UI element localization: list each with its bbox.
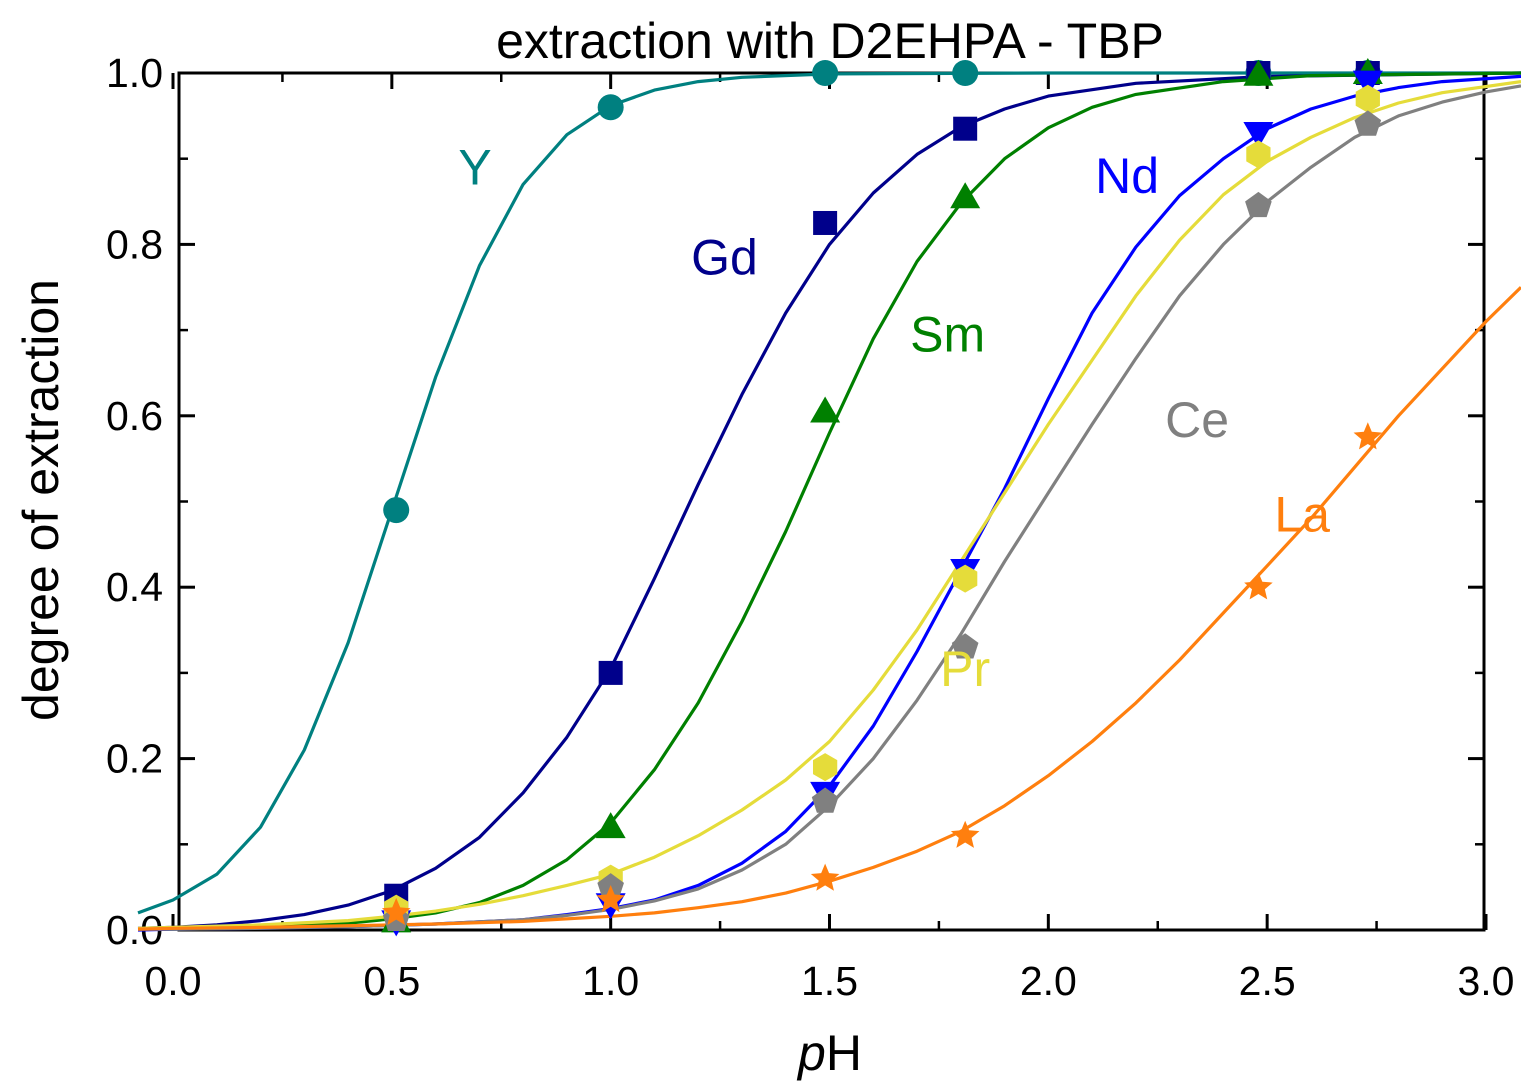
series-label-y: Y [458, 139, 491, 195]
y-tick-label: 0.6 [106, 393, 163, 439]
data-point-ce [1354, 110, 1382, 136]
data-point-sm [1243, 59, 1274, 86]
data-point-la [950, 820, 980, 848]
y-tick-label: 1.0 [106, 50, 163, 96]
series-label-gd: Gd [691, 229, 758, 285]
x-tick-label: 1.5 [801, 958, 858, 1004]
curve-gd [137, 71, 1521, 930]
data-point-nd [1352, 70, 1383, 97]
data-point-pr [1355, 84, 1380, 113]
data-point-pr [812, 753, 838, 782]
y-tick-label: 0.2 [106, 736, 163, 782]
x-axis: 0.0 0.5 1.0 1.5 2.0 2.5 3.0 [145, 73, 1514, 1004]
data-point-y [597, 94, 624, 121]
data-point-gd [813, 210, 838, 235]
chart-title: extraction with D2EHPA - TBP [496, 13, 1164, 69]
curve-la [137, 286, 1521, 931]
curve-y [137, 71, 1521, 915]
x-axis-label-main: H [826, 1025, 862, 1081]
data-point-la [1353, 422, 1383, 450]
data-point-la [1244, 572, 1273, 600]
data-point-pr [1246, 140, 1271, 169]
series-label-sm: Sm [910, 307, 985, 363]
data-point-ce [1245, 191, 1272, 218]
data-point-gd [598, 660, 623, 685]
y-axis-label: degree of extraction [13, 279, 69, 721]
x-tick-label: 0.0 [145, 958, 202, 1004]
x-tick-label: 2.5 [1239, 958, 1296, 1004]
data-point-y [952, 60, 979, 86]
x-tick-label: 0.5 [363, 958, 420, 1004]
curve-pr [137, 80, 1521, 930]
data-point-la [596, 885, 625, 913]
y-tick-label: 0.4 [106, 564, 163, 610]
data-point-pr [953, 564, 978, 593]
data-point-y [812, 60, 839, 86]
data-point-la [381, 897, 411, 925]
data-point-la [810, 863, 840, 891]
y-tick-label: 0.8 [106, 221, 163, 267]
series-label-nd: Nd [1095, 148, 1159, 204]
data-point-sm [950, 182, 981, 209]
data-point-y [383, 497, 410, 524]
series-label-la: La [1274, 486, 1330, 542]
data-point-nd [1243, 121, 1274, 148]
series-label-ce: Ce [1165, 392, 1229, 448]
x-tick-label: 1.0 [582, 958, 639, 1004]
x-tick-label: 3.0 [1457, 958, 1514, 1004]
data-point-gd [953, 116, 978, 141]
data-point-ce [811, 787, 839, 813]
data-point-sm [810, 396, 841, 423]
x-axis-label-italic: p [796, 1025, 826, 1081]
y-axis: 0.00.20.40.60.81.0 [106, 50, 1484, 953]
series-labels: Y Gd Sm Nd Ce La Pr [458, 139, 1330, 696]
data-point-sm [595, 812, 626, 839]
x-axis-label: pH [796, 1025, 862, 1081]
data-point-ce [951, 633, 979, 659]
x-tick-label: 2.0 [1020, 958, 1077, 1004]
series-markers [381, 58, 1383, 937]
series-label-pr: Pr [940, 641, 990, 697]
